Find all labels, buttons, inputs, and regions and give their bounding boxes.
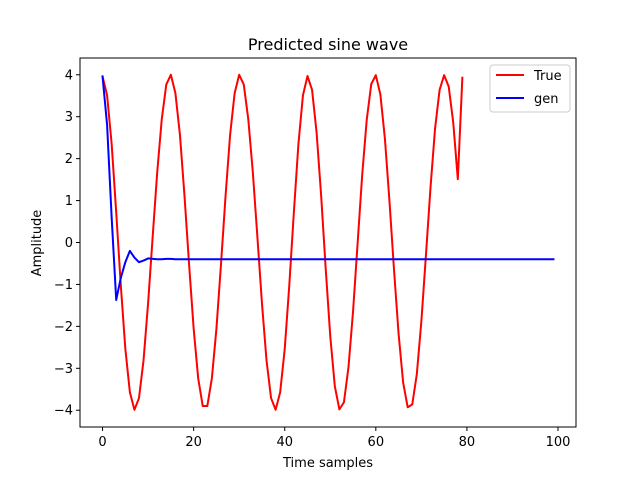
y-tick-label: −4 [54, 404, 73, 419]
series-layer [101, 73, 555, 411]
y-axis-label: Amplitude [30, 210, 45, 277]
legend-label-gen: gen [534, 92, 559, 107]
x-tick-label: 60 [368, 435, 385, 450]
chart-title: Predicted sine wave [248, 35, 408, 54]
legend-label-true: True [533, 69, 562, 84]
y-tick-label: −1 [54, 278, 73, 293]
y-tick-label: 0 [65, 236, 73, 251]
y-tick-label: 1 [65, 194, 73, 209]
series-line-true [101, 73, 464, 411]
y-tick-label: 3 [65, 110, 73, 125]
x-tick-label: 0 [98, 435, 106, 450]
y-axis-ticks: −4 −3 −2 −1 0 1 2 3 4 [54, 68, 80, 419]
y-tick-label: 4 [65, 68, 73, 83]
legend-box [489, 64, 571, 113]
series-line-gen [101, 75, 555, 301]
x-tick-label: 80 [459, 435, 476, 450]
y-tick-label: 2 [65, 152, 73, 167]
x-axis-label: Time samples [282, 456, 373, 471]
x-tick-label: 100 [546, 435, 571, 450]
y-tick-label: −3 [54, 362, 73, 377]
y-tick-label: −2 [54, 320, 73, 335]
x-tick-label: 40 [276, 435, 293, 450]
legend: True gen [489, 64, 571, 113]
x-axis-ticks: 0 20 40 60 80 100 [98, 427, 570, 450]
x-tick-label: 20 [185, 435, 202, 450]
